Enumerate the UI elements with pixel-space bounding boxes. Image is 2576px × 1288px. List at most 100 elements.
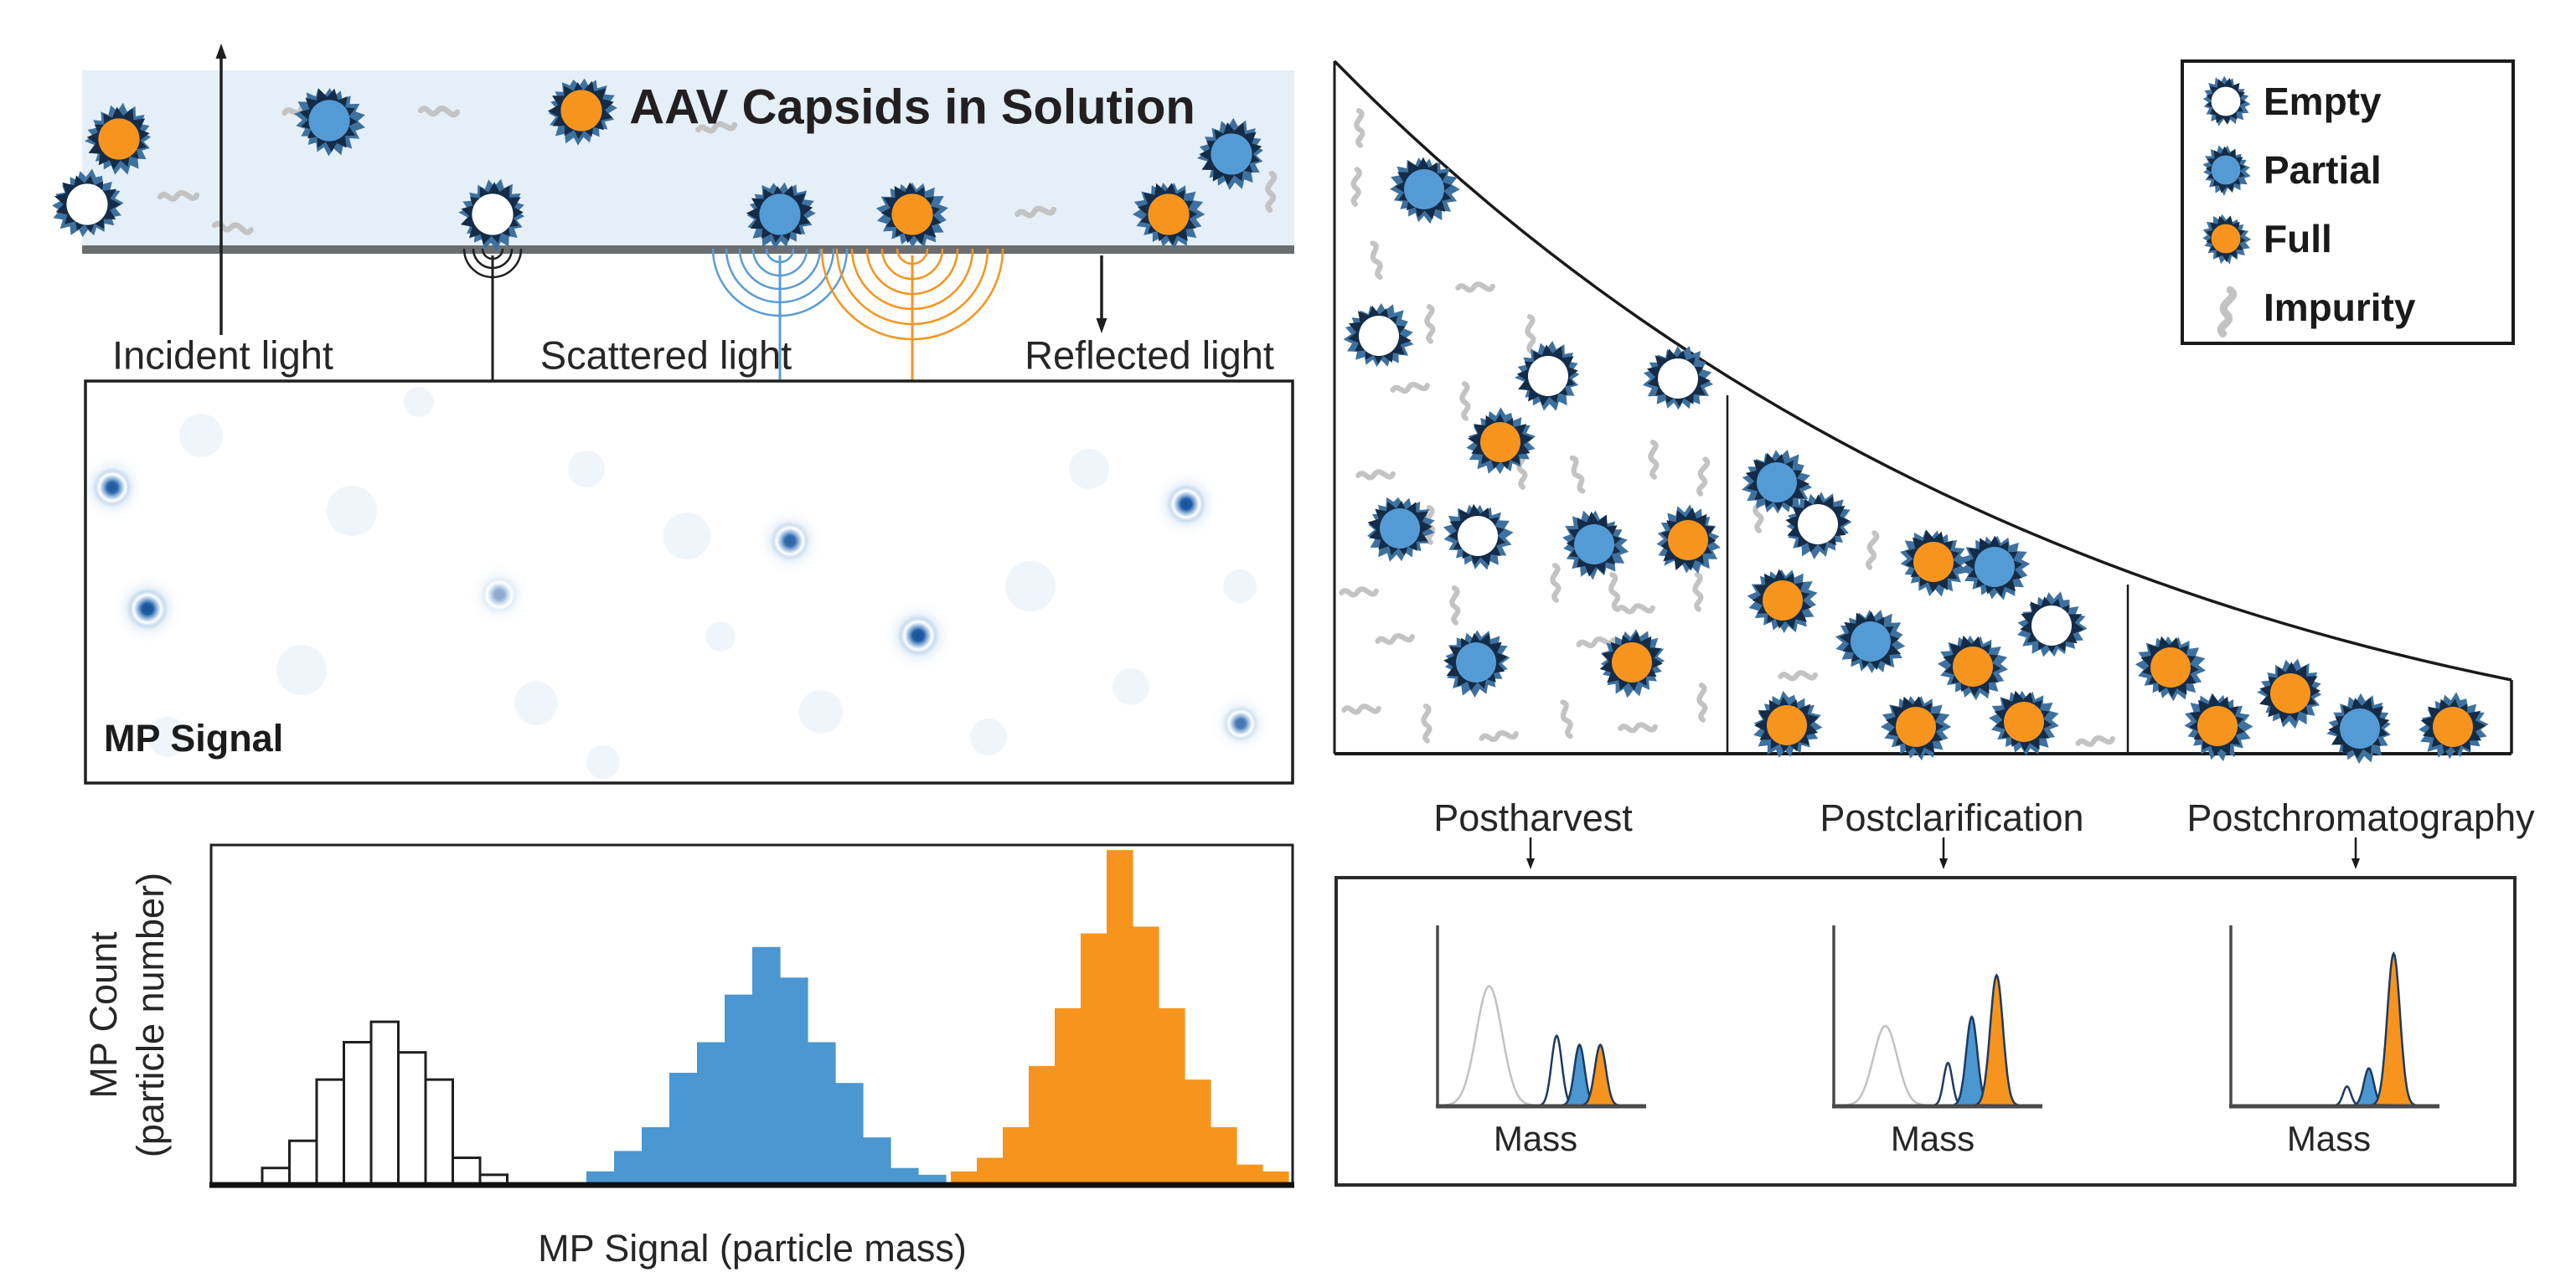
capsid-full-icon	[2135, 636, 2206, 702]
capsid-partial-icon	[746, 182, 816, 250]
capsid-full-icon	[1132, 183, 1205, 250]
hist-bar-empty	[315, 1078, 345, 1187]
hist-bar-full	[1055, 1007, 1082, 1185]
hist-bar-partial	[669, 1073, 698, 1185]
impurity-squiggle-icon	[695, 121, 738, 134]
legend-label-full: Full	[2264, 217, 2332, 260]
interference-spot	[755, 506, 825, 576]
mass-peak-impurity	[1845, 1024, 1928, 1107]
interference-spot	[1151, 469, 1221, 539]
impurity-squiggle-icon	[1569, 455, 1586, 494]
hist-bar-partial	[642, 1126, 670, 1185]
mass-plot-1	[1832, 925, 2042, 1109]
hist-bar-empty	[397, 1051, 427, 1187]
capsid-full-icon	[1880, 696, 1952, 761]
panel-title-aav-capsids: AAV Capsids in Solution	[629, 80, 1195, 135]
capsid-full-icon	[1747, 569, 1818, 633]
impurity-squiggle-icon	[1778, 670, 1818, 682]
impurity-squiggle-icon	[1525, 314, 1536, 354]
stage-label-postclarification: Postclarification	[1820, 796, 2084, 839]
impurity-squiggle-icon	[1265, 170, 1278, 214]
capsid-empty-icon	[458, 178, 525, 251]
impurity-squiggle-icon	[1014, 205, 1057, 219]
hist-bar-full	[977, 1157, 1004, 1185]
interference-spot	[110, 571, 185, 647]
hist-bar-full	[1262, 1171, 1289, 1185]
impurity-squiggle-icon	[1576, 636, 1616, 649]
mass-peak-impurity	[1445, 984, 1535, 1107]
impurity-squiggle-icon	[1424, 304, 1436, 344]
capsid-empty-icon	[1343, 303, 1414, 368]
impurity-squiggle-icon	[1339, 586, 1379, 598]
capsid-partial-icon	[1443, 630, 1510, 698]
impurity-squiggle-icon	[1390, 382, 1430, 394]
hist-bar-full	[951, 1171, 978, 1185]
mp-signal-label: MP Signal	[104, 717, 284, 760]
capsid-partial-icon	[1835, 610, 1906, 673]
interference-spot	[880, 598, 956, 673]
histogram-y-axis-label: MP Count (particle number)	[80, 873, 175, 1157]
capsid-full-icon	[1466, 407, 1536, 475]
mass-axis-label-1: Mass	[1493, 1119, 1578, 1158]
mass-peak-full	[1581, 1043, 1621, 1107]
capsid-full-icon	[84, 102, 152, 175]
capsid-full-icon	[1656, 504, 1721, 574]
arrow	[1526, 837, 1535, 869]
impurity-squiggle-icon	[1370, 240, 1383, 281]
incident-light-label: Incident light	[112, 332, 333, 378]
interference-spot	[466, 561, 533, 628]
impurity-squiggle-icon	[1455, 281, 1495, 293]
histogram-panel	[209, 843, 1294, 1188]
hist-bar-full	[1107, 850, 1133, 1185]
capsid-full-icon	[547, 78, 617, 146]
capsid-partial-icon	[2326, 693, 2391, 765]
capsid-partial-icon	[2202, 145, 2251, 196]
arrow	[1939, 837, 1948, 869]
hist-bar-partial	[697, 1042, 725, 1185]
hist-bar-partial	[780, 977, 808, 1185]
impurity-squiggle-icon	[1608, 572, 1621, 612]
hist-bar-full	[1029, 1065, 1056, 1185]
legend	[2181, 59, 2515, 345]
reflected-light-label: Reflected light	[1025, 332, 1274, 378]
hist-bar-partial	[835, 1083, 864, 1185]
stage-label-postharvest: Postharvest	[1433, 796, 1633, 839]
capsid-partial-icon	[1390, 157, 1460, 224]
y-axis-label-line1: MP Count	[81, 931, 125, 1099]
hist-bar-partial	[863, 1137, 891, 1185]
mass-peak-full	[2372, 951, 2417, 1107]
mass-axis-label-3: Mass	[2286, 1119, 2372, 1158]
impurity-squiggle-icon	[1696, 683, 1708, 723]
hist-bar-full	[1159, 1007, 1185, 1185]
impurity-squiggle-icon	[1648, 440, 1660, 480]
glass-surface	[82, 245, 1294, 254]
impurity-squiggle-icon	[1479, 730, 1519, 743]
hist-bar-empty	[369, 1020, 400, 1187]
impurity-squiggle-icon	[1550, 563, 1562, 603]
impurity-squiggle-icon	[1615, 603, 1655, 615]
capsid-full-icon	[875, 182, 948, 248]
hist-bar-partial	[891, 1167, 919, 1185]
hist-bar-full	[1185, 1079, 1211, 1185]
capsid-partial-icon	[1742, 449, 1813, 514]
impurity-squiggle-icon	[1355, 469, 1396, 481]
hist-bar-partial	[808, 1042, 836, 1185]
capsid-full-icon	[2419, 692, 2489, 760]
legend-label-impurity: Impurity	[2264, 286, 2416, 329]
capsid-empty-icon	[2202, 75, 2251, 126]
mass-plot-0	[1436, 925, 1646, 1109]
hist-bar-empty	[424, 1078, 454, 1187]
capsid-full-icon	[1599, 629, 1665, 698]
interference-spot	[1209, 692, 1273, 755]
impurity-squiggle-icon	[1560, 699, 1573, 739]
impurity-squiggle-icon	[2075, 735, 2115, 748]
impurity-squiggle-icon	[1341, 703, 1381, 715]
solution-panel	[52, 44, 1294, 585]
capsid-full-icon	[1989, 690, 2059, 756]
impurity-squiggle-icon	[1692, 572, 1704, 612]
capsid-empty-icon	[1642, 346, 1713, 410]
impurity-squiggle-icon	[1449, 585, 1461, 626]
scattered-light-label: Scattered light	[539, 332, 792, 378]
capsid-partial-icon	[1366, 497, 1435, 562]
